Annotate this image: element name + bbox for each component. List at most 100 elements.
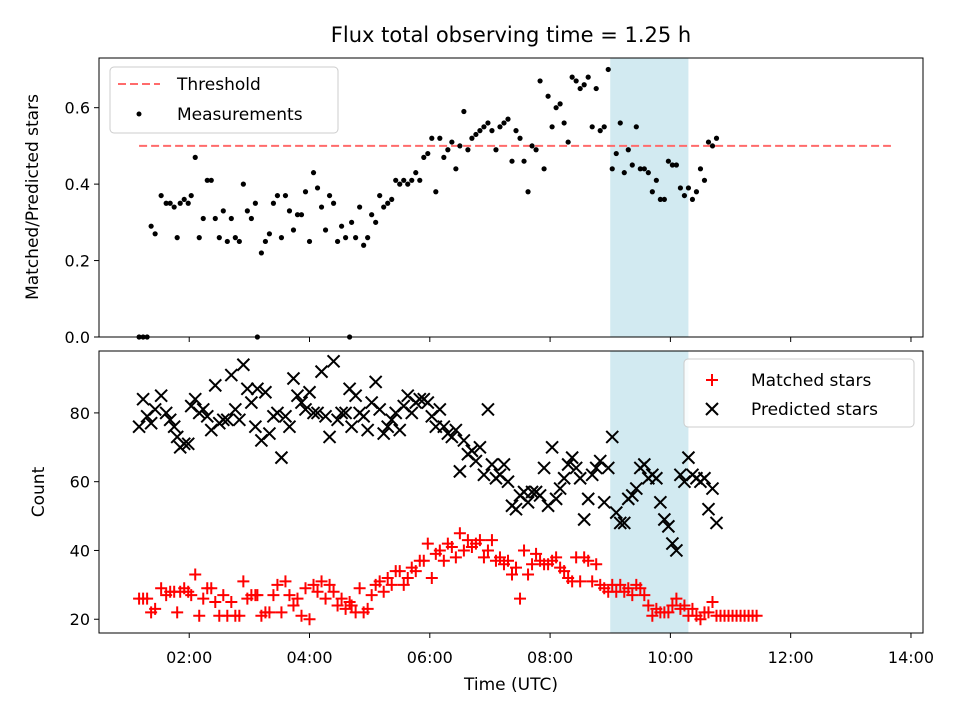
- measurement-point: [621, 170, 627, 176]
- matched-star-point: [185, 589, 198, 602]
- measurement-point: [573, 78, 579, 84]
- matched-stars-legend-marker: [706, 374, 718, 386]
- predicted-stars-legend-label: Predicted stars: [751, 400, 878, 420]
- measurement-point: [326, 192, 333, 199]
- predicted-star-point: [673, 468, 688, 482]
- predicted-star-point: [274, 450, 289, 465]
- measurement-point: [409, 177, 415, 183]
- measurement-point: [581, 82, 587, 88]
- predicted-star-point: [290, 388, 305, 403]
- measurement-point: [437, 135, 443, 141]
- matched-stars-series: [133, 527, 763, 626]
- matched-star-point: [437, 554, 450, 567]
- matched-star-point: [510, 561, 523, 574]
- matched-star-point: [365, 589, 378, 602]
- measurement-point: [353, 235, 359, 241]
- measurement-point: [433, 189, 439, 195]
- matched-star-point: [590, 558, 603, 571]
- measurement-point: [469, 135, 475, 141]
- matched-star-point: [311, 585, 324, 598]
- matched-star-point: [327, 585, 340, 598]
- measurement-point: [645, 170, 651, 176]
- matched-star-point: [275, 606, 288, 619]
- measurement-point: [318, 204, 325, 210]
- matched-star-point: [193, 609, 206, 622]
- predicted-star-point: [306, 406, 321, 420]
- predicted-star-point: [393, 423, 407, 437]
- bottom-y-tick-label: 80: [70, 404, 90, 423]
- measurement-point: [342, 235, 349, 241]
- measurement-point: [577, 85, 583, 92]
- matched-star-point: [267, 589, 280, 602]
- matched-star-point: [263, 606, 276, 619]
- measurement-point: [625, 147, 631, 153]
- measurement-point: [549, 124, 555, 130]
- measurement-point: [258, 250, 264, 256]
- measurement-point: [673, 162, 680, 168]
- measurement-point: [228, 215, 234, 222]
- matched-star-point: [506, 568, 519, 581]
- measurement-point: [697, 166, 704, 172]
- measurement-point: [529, 143, 535, 149]
- predicted-star-point: [485, 457, 499, 472]
- top-plot-frame: [98, 57, 924, 338]
- measurement-point: [357, 204, 363, 210]
- matched-star-point: [477, 551, 490, 564]
- predicted-star-point: [282, 419, 297, 434]
- matched-star-point: [319, 592, 332, 605]
- matched-star-point: [141, 592, 154, 605]
- measurement-point: [705, 139, 712, 145]
- measurement-point: [310, 170, 317, 176]
- measurement-point: [553, 105, 559, 111]
- matched-star-point: [626, 589, 639, 602]
- predicted-stars-series: [132, 354, 724, 558]
- matched-star-point: [417, 554, 430, 567]
- matched-star-point: [457, 544, 470, 557]
- top-x-axis: [188, 337, 912, 342]
- predicted-stars-legend-marker: [705, 402, 719, 416]
- measurement-point: [689, 196, 696, 203]
- measurement-point: [453, 166, 459, 172]
- predicted-star-point: [310, 406, 325, 420]
- matched-star-point: [397, 578, 410, 591]
- measurement-point: [509, 158, 515, 164]
- matched-star-point: [279, 575, 292, 588]
- measurement-point: [200, 215, 206, 222]
- predicted-star-point: [585, 468, 599, 482]
- bottom-y-axis: 20 40 60 80: [70, 404, 99, 629]
- predicted-star-point: [258, 385, 273, 399]
- predicted-star-point: [653, 495, 668, 510]
- measurement-point: [713, 135, 720, 141]
- measurement-point: [349, 219, 355, 225]
- matched-star-point: [670, 592, 683, 605]
- matched-star-point: [445, 541, 458, 554]
- measurement-point: [485, 120, 491, 126]
- measurement-point: [224, 238, 230, 245]
- measurement-point: [274, 192, 281, 199]
- measurement-point: [177, 200, 183, 206]
- predicted-star-point: [637, 457, 652, 472]
- predicted-star-point: [405, 406, 419, 420]
- predicted-star-point: [481, 402, 495, 417]
- measurement-point: [649, 189, 655, 195]
- measurement-point: [425, 150, 431, 157]
- predicted-star-point: [380, 419, 395, 434]
- top-legend-box: [109, 66, 339, 134]
- predicted-star-point: [569, 461, 583, 475]
- matched-star-point: [307, 578, 320, 591]
- measurement-point: [617, 120, 623, 126]
- predicted-star-point: [228, 402, 243, 417]
- measurement-point: [262, 238, 269, 245]
- matched-star-point: [646, 609, 659, 622]
- measurement-point: [314, 185, 321, 191]
- matched-star-point: [421, 537, 434, 550]
- measurement-point: [537, 78, 543, 84]
- measurement-point: [185, 200, 191, 206]
- matched-star-point: [453, 527, 466, 540]
- measurement-point: [613, 150, 619, 157]
- predicted-star-point: [298, 402, 313, 417]
- predicted-star-point: [136, 392, 150, 406]
- predicted-star-point: [533, 488, 547, 503]
- predicted-star-point: [437, 419, 451, 434]
- predicted-star-point: [132, 419, 146, 434]
